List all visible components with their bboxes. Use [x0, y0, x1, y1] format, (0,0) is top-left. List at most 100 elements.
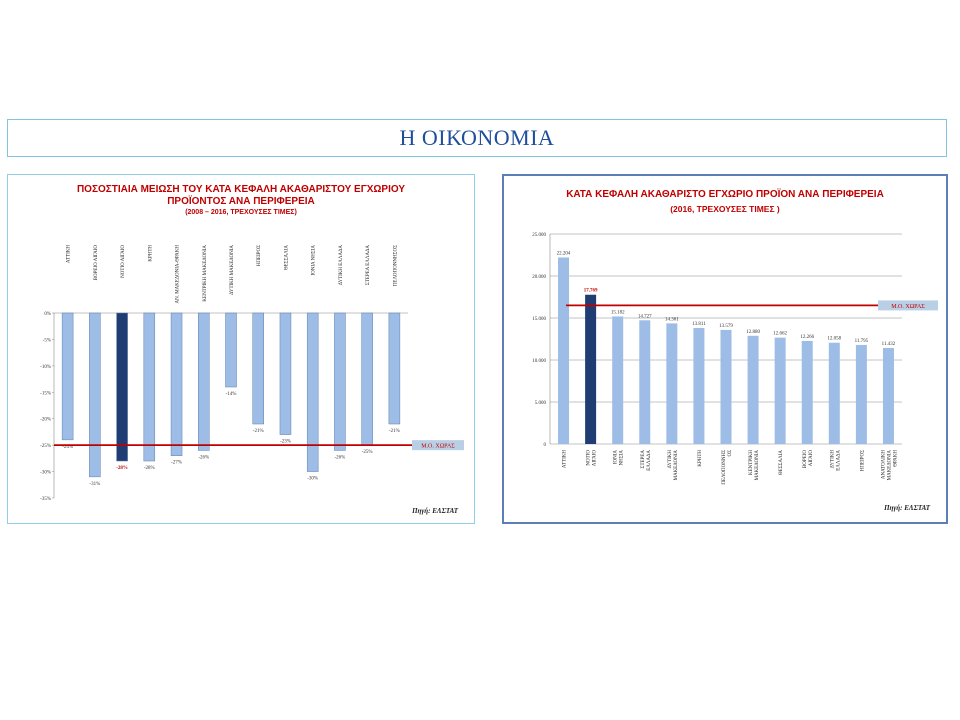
left-bar: [252, 312, 264, 425]
right-category-label: ΜΑΚΕΔΟΝΙΑ: [674, 450, 679, 481]
left-bar: [61, 312, 74, 441]
right-bar: [612, 316, 624, 444]
right-bar: [828, 342, 840, 444]
left-y-tick-label: -35%: [40, 497, 51, 502]
right-category-label: ΗΠΕΙΡΟΣ: [860, 450, 865, 471]
left-y-tick-label: -30%: [40, 471, 51, 476]
left-category-label: ΘΕΣΣΑΛΙΑ: [284, 245, 289, 270]
left-bar: [198, 312, 210, 451]
right-category-label: ΝΟΤΙΟ: [587, 450, 592, 466]
right-bar-value-label: 13.579: [719, 324, 733, 329]
right-bar: [855, 344, 867, 444]
left-category-label: ΚΡΗΤΗ: [148, 245, 153, 262]
right-bar-value-label: 14.361: [665, 317, 679, 322]
right-category-label: ΠΕΛΟΠΟΝΝΗΣ: [722, 450, 727, 485]
right-category-label: ΘΡΑΚΗ: [893, 450, 898, 467]
left-bar: [225, 312, 237, 388]
right-y-tick-label: 5.000: [535, 401, 547, 406]
left-bar: [170, 312, 183, 456]
right-chart-plot: 0 5.000 10.000 15.000 20.000 25.000 22.204 ΑΤΤΙ…: [532, 233, 938, 485]
right-bar-value-label: 12.058: [827, 337, 841, 342]
left-y-tick-label: 0%: [44, 312, 51, 317]
left-bar-value-label: -26%: [335, 455, 346, 460]
right-category-label: ΒΟΡΕΙΟ: [803, 450, 808, 468]
left-category-label: ΠΕΛΟΠΟΝΝΗΣΟΣ: [393, 245, 398, 286]
left-bar-value-label: -23%: [280, 440, 291, 445]
left-bar: [143, 312, 156, 462]
left-bar-value-label: -14%: [226, 392, 237, 397]
right-category-label: ΚΕΝΤΡΙΚΗ: [749, 450, 754, 475]
left-bar: [89, 312, 101, 478]
left-bar-value-label: -24%: [62, 445, 73, 450]
right-category-label: ΔΥΤΙΚΗ: [830, 450, 835, 469]
right-bar: [801, 340, 813, 444]
right-y-tick-label: 0: [544, 443, 547, 448]
right-category-label: ΑΙΓΑΙΟ: [593, 450, 598, 467]
right-average-label-box: [878, 300, 938, 311]
left-bar-value-label: -31%: [89, 482, 100, 487]
right-category-label: ΝΗΣΙΑ: [620, 450, 625, 466]
page-title: Η ΟΙΚΟΝΟΜΙΑ: [399, 125, 555, 150]
right-category-label: ΜΑΚΕΔΟΝΙΑ: [887, 450, 892, 481]
left-bar-value-label: -25%: [362, 450, 373, 455]
left-bar: [279, 312, 292, 435]
left-category-label: ΔΥΤΙΚΗ ΕΛΛΑΔΑ: [339, 245, 344, 286]
left-bar-value-label: -21%: [389, 429, 400, 434]
left-bar-value-label: -21%: [253, 429, 264, 434]
right-category-label: ΚΡΗΤΗ: [698, 450, 703, 467]
right-chart-title-line1: ΚΑΤΑ ΚΕΦΑΛΗ ΑΚΑΘΑΡΙΣΤΟ ΕΓΧΩΡΙΟ ΠΡΟΪΟΝ ΑΝ…: [566, 189, 884, 200]
right-bar-value-label: 22.204: [557, 251, 571, 256]
left-bar: [116, 312, 128, 462]
right-y-tick-label: 10.000: [532, 359, 546, 364]
right-category-label: ΟΣ: [728, 450, 733, 457]
right-bar-value-label: 11.432: [882, 342, 896, 347]
right-bar: [693, 327, 705, 444]
left-y-tick-label: -10%: [40, 365, 51, 370]
left-bar-value-label: -26%: [198, 455, 209, 460]
left-y-tick-label: -20%: [40, 418, 51, 423]
left-bar-value-label: -28%: [116, 466, 128, 471]
left-chart-title-line2: ΠΡΟΪΟΝΤΟΣ ΑΝΑ ΠΕΡΙΦΕΡΕΙΑ: [167, 196, 315, 207]
right-y-tick-label: 25.000: [532, 233, 546, 238]
left-chart-panel: ΠΟΣΟΣΤΙΑΙΑ ΜΕΙΩΣΗ ΤΟΥ ΚΑΤΑ ΚΕΦΑΛΗ ΑΚΑΘΑΡ…: [7, 174, 475, 524]
right-chart-source: Πηγή: ΕΛΣΤΑΤ: [884, 504, 930, 512]
right-category-label: ΑΙΓΑΙΟ: [809, 450, 814, 467]
right-bar-value-label: 12.880: [746, 330, 760, 335]
left-category-label: ΒΟΡΕΙΟ ΑΙΓΑΙΟ: [94, 245, 99, 281]
left-bar: [388, 312, 401, 425]
page-title-box: Η ΟΙΚΟΝΟΜΙΑ: [7, 119, 947, 157]
right-bar-value-label: 12.662: [773, 332, 787, 337]
right-bar-value-label: 15.182: [611, 310, 625, 315]
right-bar-value-label: 14.727: [638, 314, 652, 319]
right-bar: [639, 320, 651, 444]
right-category-label: ΑΝΑΤΟΛΙΚΗ: [881, 450, 886, 480]
right-bar: [882, 347, 894, 444]
left-y-tick-label: -15%: [40, 391, 51, 396]
right-bar-value-label: 13.811: [692, 322, 706, 327]
right-bar: [720, 329, 732, 444]
right-category-label: ΣΤΕΡΕΑ: [641, 450, 646, 469]
right-bar: [774, 337, 786, 444]
left-category-label: ΙΟΝΙΑ ΝΗΣΙΑ: [312, 245, 317, 276]
left-chart-source: Πηγή: ΕΛΣΤΑΤ: [412, 507, 458, 515]
left-category-label: ΣΤΕΡΕΑ ΕΛΛΑΔΑ: [366, 245, 371, 286]
left-y-tick-label: -25%: [40, 444, 51, 449]
left-bar-value-label: -28%: [144, 466, 155, 471]
left-category-label: ΔΥΤΙΚΗ ΜΑΚΕΔΟΝΙΑ: [230, 245, 235, 295]
left-bar: [334, 312, 346, 451]
left-category-label: ΑΤΤΙΚΗ: [67, 245, 72, 263]
right-category-label: ΕΛΛΑΔΑ: [647, 450, 652, 471]
left-y-tick-label: -5%: [43, 338, 51, 343]
left-average-label: Μ.Ο. ΧΩΡΑΣ: [421, 444, 455, 450]
right-category-label: ΘΕΣΣΑΛΙΑ: [779, 450, 784, 475]
right-category-label: ΑΤΤΙΚΗ: [563, 450, 568, 468]
right-bar: [666, 323, 678, 444]
right-category-label: ΙΟΝΙΑ: [614, 450, 619, 465]
right-bar: [585, 294, 597, 444]
left-category-label: ΗΠΕΙΡΟΣ: [257, 245, 262, 266]
left-chart-plot: 0% -5% -10% -15% -20% -25% -30% -35% -24% ΑΤΤΙΚΗ -…: [40, 245, 464, 502]
left-bar-value-label: -27%: [171, 461, 182, 466]
left-bar: [306, 312, 319, 472]
right-bar-value-label: 11.795: [855, 339, 869, 344]
right-bar-value-label: 12.266: [800, 335, 814, 340]
